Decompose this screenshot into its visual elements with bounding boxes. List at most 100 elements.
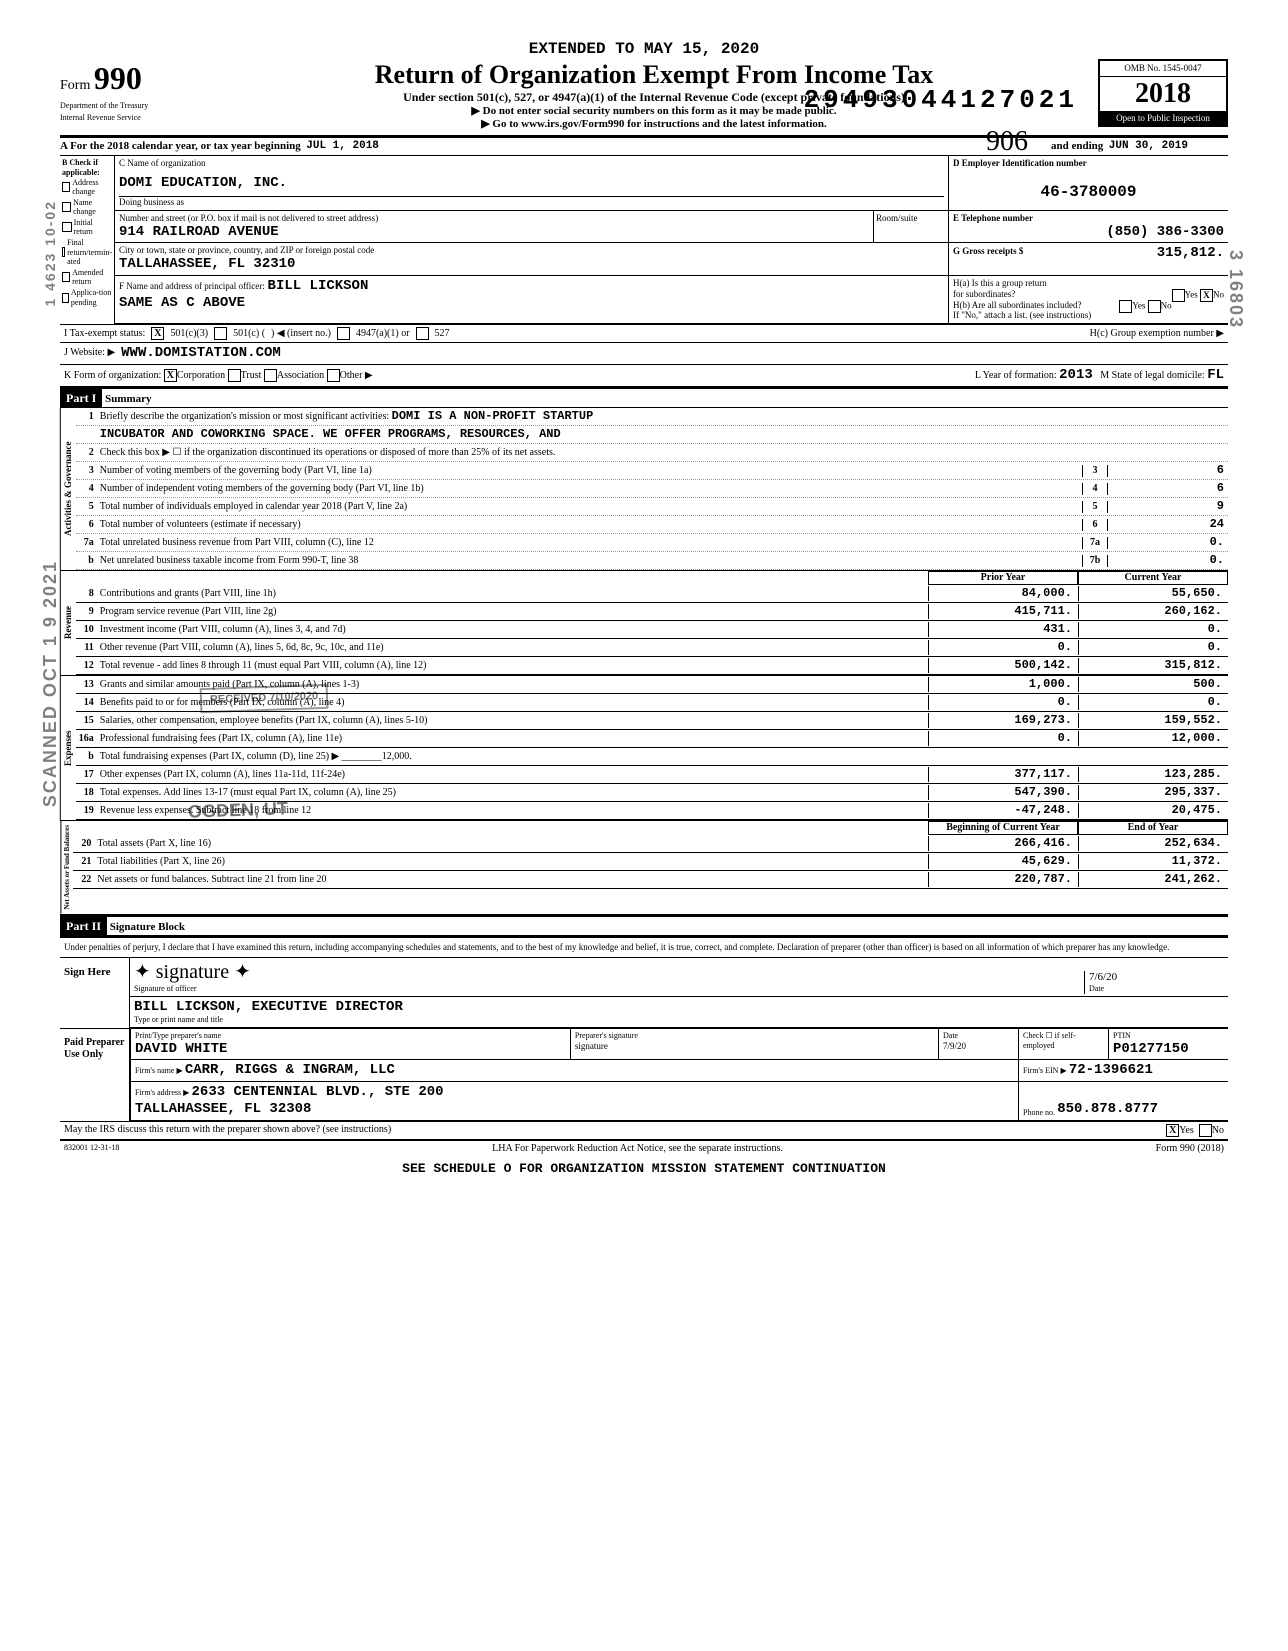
ein-label: D Employer Identification number (953, 158, 1224, 169)
prior-year-value: 0. (928, 731, 1078, 745)
phone-value: (850) 386-3300 (953, 224, 1224, 241)
trust-checkbox[interactable] (228, 369, 241, 382)
officer-typed-name: BILL LICKSON, EXECUTIVE DIRECTOR (134, 999, 1224, 1016)
line-label: Other revenue (Part VIII, column (A), li… (100, 642, 928, 654)
current-year-value: 0. (1078, 640, 1228, 654)
ha-yes-checkbox[interactable] (1172, 289, 1185, 302)
org-name-label: C Name of organization (119, 158, 944, 169)
4947-checkbox[interactable] (337, 327, 350, 340)
sign-here-label: Sign Here (60, 958, 130, 1028)
prior-year-value: 415,711. (928, 604, 1078, 618)
ptin-value: P01277150 (1113, 1041, 1224, 1058)
other-checkbox[interactable] (327, 369, 340, 382)
discuss-question: May the IRS discuss this return with the… (64, 1124, 391, 1137)
schedule-o-note: SEE SCHEDULE O FOR ORGANIZATION MISSION … (60, 1157, 1228, 1181)
org-name: DOMI EDUCATION, INC. (119, 175, 944, 192)
summary-line-label: Check this box ▶ ☐ if the organization d… (100, 447, 1228, 459)
side-label-governance: Activities & Governance (60, 408, 76, 570)
phone-label: E Telephone number (953, 213, 1224, 224)
scanned-stamp: SCANNED OCT 1 9 2021 (40, 560, 62, 807)
sig-date-label: Date (1089, 984, 1224, 994)
signature-officer-label: Signature of officer (134, 984, 1084, 994)
501c3-checkbox[interactable]: X (151, 327, 164, 340)
dept-treasury: Department of the Treasury (60, 102, 210, 111)
period-begin: JUL 1, 2018 (306, 140, 379, 153)
summary-value: 9 (1108, 499, 1228, 513)
line-label: Revenue less expenses. Subtract line 18 … (100, 805, 928, 817)
current-year-value: 315,812. (1078, 658, 1228, 672)
firm-address: 2633 CENTENNIAL BLVD., STE 200 (192, 1084, 444, 1100)
current-year-value: 0. (1078, 622, 1228, 636)
website-url: WWW.DOMISTATION.COM (121, 345, 281, 362)
current-year-value: 295,337. (1078, 785, 1228, 799)
current-year-value: 500. (1078, 677, 1228, 691)
line-label: Program service revenue (Part VIII, line… (100, 606, 928, 618)
form-number: Form 990 (60, 59, 210, 97)
hb-yes-checkbox[interactable] (1119, 300, 1132, 313)
side-label-balances: Net Assets or Fund Balances (60, 821, 73, 914)
summary-line-label: Total number of volunteers (estimate if … (100, 519, 1082, 531)
preparer-date: 7/9/20 (943, 1041, 1014, 1052)
begin-year-header: Beginning of Current Year (928, 821, 1078, 835)
prior-year-value: 84,000. (928, 586, 1078, 600)
ssn-warning: ▶ Do not enter social security numbers o… (210, 105, 1098, 118)
hb-no-checkbox[interactable] (1148, 300, 1161, 313)
current-year-value: 12,000. (1078, 731, 1228, 745)
501c-checkbox[interactable] (214, 327, 227, 340)
perjury-statement: Under penalties of perjury, I declare th… (60, 938, 1228, 957)
dba-label: Doing business as (119, 196, 944, 208)
corp-checkbox[interactable]: X (164, 369, 177, 382)
mission-text-1: DOMI IS A NON-PROFIT STARTUP (392, 409, 594, 423)
officer-address: SAME AS C ABOVE (119, 295, 944, 312)
summary-line-label: Number of voting members of the governin… (100, 465, 1082, 477)
footer-form: Form 990 (2018) (1156, 1143, 1224, 1155)
side-number-left: 1 4623 10-02 (42, 200, 59, 307)
hb-note: If "No," attach a list. (see instruction… (953, 310, 1224, 321)
period-mid: and ending (1051, 140, 1103, 153)
part2-label: Part II (60, 917, 107, 935)
tax-status-prefix: I Tax-exempt status: (64, 328, 145, 340)
assoc-checkbox[interactable] (264, 369, 277, 382)
prior-year-value: 500,142. (928, 658, 1078, 672)
summary-line-label: Number of independent voting members of … (100, 483, 1082, 495)
summary-line-label: Net unrelated business taxable income fr… (100, 555, 1082, 567)
end-year-header: End of Year (1078, 821, 1228, 835)
prior-year-value: -47,248. (928, 803, 1078, 817)
prior-year-value: 169,273. (928, 713, 1078, 727)
summary-line-label: Total unrelated business revenue from Pa… (100, 537, 1082, 549)
ha-no-checkbox[interactable]: X (1200, 289, 1213, 302)
address-label: Number and street (or P.O. box if mail i… (119, 213, 869, 224)
527-checkbox[interactable] (416, 327, 429, 340)
line-label: Total liabilities (Part X, line 26) (97, 856, 928, 868)
firm-ein: 72-1396621 (1069, 1062, 1153, 1078)
line-label: Total fundraising expenses (Part IX, col… (100, 751, 928, 763)
line-label: Total assets (Part X, line 16) (97, 838, 928, 850)
dept-irs: Internal Revenue Service (60, 114, 210, 123)
firm-name: CARR, RIGGS & INGRAM, LLC (185, 1062, 395, 1078)
form-title: Return of Organization Exempt From Incom… (210, 59, 1098, 90)
line-label: Net assets or fund balances. Subtract li… (97, 874, 928, 886)
year-formation: 2013 (1059, 367, 1093, 383)
gross-receipts-value: 315,812. (1157, 245, 1224, 262)
omb-number: OMB No. 1545-0047 (1100, 61, 1226, 77)
period-prefix: A For the 2018 calendar year, or tax yea… (60, 140, 301, 153)
line-label: Professional fundraising fees (Part IX, … (100, 733, 928, 745)
summary-value: 24 (1108, 517, 1228, 531)
footer-lha: LHA For Paperwork Reduction Act Notice, … (492, 1143, 783, 1155)
website-prefix: J Website: ▶ (64, 347, 115, 359)
current-year-value: 241,262. (1078, 872, 1228, 886)
open-to-public: Open to Public Inspection (1100, 111, 1226, 126)
discuss-no-checkbox[interactable] (1199, 1124, 1212, 1137)
firm-city: TALLAHASSEE, FL 32308 (135, 1101, 1014, 1118)
type-name-label: Type or print name and title (134, 1015, 1224, 1025)
line-label: Grants and similar amounts paid (Part IX… (100, 679, 928, 691)
state-domicile: FL (1207, 367, 1224, 383)
prior-year-value: 377,117. (928, 767, 1078, 781)
room-suite-label: Room/suite (873, 211, 948, 243)
line-label: Salaries, other compensation, employee b… (100, 715, 928, 727)
line-label: Contributions and grants (Part VIII, lin… (100, 588, 928, 600)
summary-value: 0. (1108, 535, 1228, 549)
line-label: Other expenses (Part IX, column (A), lin… (100, 769, 928, 781)
discuss-yes-checkbox[interactable]: X (1166, 1124, 1179, 1137)
hc-label: H(c) Group exemption number ▶ (1090, 328, 1224, 340)
